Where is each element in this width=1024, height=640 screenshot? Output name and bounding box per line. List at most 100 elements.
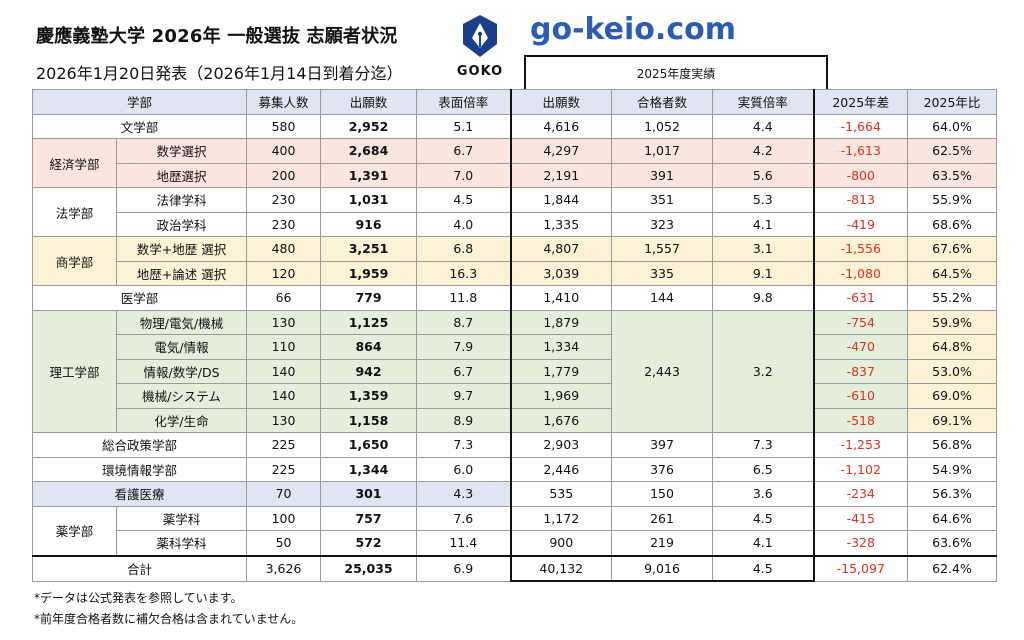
pct-cell: 55.2% xyxy=(907,285,998,311)
department-cell: 薬科学科 xyxy=(115,530,248,556)
prev-passed-cell: 397 xyxy=(611,432,714,458)
table-row: 看護医療 70 301 4.3 535 150 3.6 -234 56.3% xyxy=(31,481,998,507)
col-prev-applicants: 出願数 xyxy=(509,89,613,115)
diff-cell: -1,556 xyxy=(813,236,909,262)
capacity-cell: 50 xyxy=(246,530,322,556)
table-row: 薬科学科 50 572 11.4 900 219 4.1 -328 63.6% xyxy=(33,530,998,556)
prev-applicants-cell: 2,446 xyxy=(509,456,613,482)
prev-passed-cell: 391 xyxy=(611,162,714,188)
diff-cell: -234 xyxy=(813,481,909,507)
table-row: 地歴選択 200 1,391 7.0 2,191 391 5.6 -800 63… xyxy=(33,162,998,188)
prev-ratio-cell: 3.6 xyxy=(712,481,815,507)
faculty-group-cell: 法学部 xyxy=(32,187,117,237)
prev-applicants-cell: 4,297 xyxy=(509,138,613,164)
faculty-cell: 医学部 xyxy=(31,285,248,311)
department-cell: 数学+地歴 選択 xyxy=(115,236,248,262)
logo-text: GOKO xyxy=(456,64,504,79)
prev-ratio-cell: 4.4 xyxy=(712,113,815,139)
applicants-cell: 2,684 xyxy=(320,138,418,164)
capacity-cell: 120 xyxy=(246,260,322,286)
diff-cell: -1,102 xyxy=(813,456,909,482)
prev-ratio-cell: 4.1 xyxy=(712,211,815,237)
ratio-cell: 16.3 xyxy=(416,260,512,286)
applicants-cell: 1,158 xyxy=(320,407,418,433)
ratio-cell: 9.7 xyxy=(416,383,512,409)
ratio-cell: 8.9 xyxy=(416,407,512,433)
prev-ratio-cell: 3.1 xyxy=(712,236,815,262)
capacity-cell: 230 xyxy=(246,187,322,213)
prev-applicants-cell: 535 xyxy=(509,481,613,507)
table-row: 法学部 法律学科 230 1,031 4.5 1,844 351 5.3 -81… xyxy=(32,187,998,237)
pct-cell: 64.5% xyxy=(907,260,998,286)
pct-cell: 62.4% xyxy=(907,554,998,582)
pct-cell: 53.0% xyxy=(907,358,998,384)
ratio-cell: 4.5 xyxy=(416,187,512,213)
prev-applicants-cell: 1,879 xyxy=(509,309,613,335)
faculty-group-cell: 商学部 xyxy=(32,236,117,286)
diff-cell: -610 xyxy=(813,383,909,409)
pct-cell: 64.0% xyxy=(907,113,998,139)
prev-applicants-cell: 1,676 xyxy=(509,407,613,433)
diff-cell: -754 xyxy=(813,309,909,335)
applicants-cell: 864 xyxy=(320,334,418,360)
prev-applicants-cell: 1,969 xyxy=(509,383,613,409)
department-cell: 地歴+論述 選択 xyxy=(115,260,248,286)
diff-cell: -813 xyxy=(813,187,909,213)
announcement-date: 2026年1月20日発表（2026年1月14日到着分迄） xyxy=(36,64,403,83)
prev-year-header: 2025年度実績 xyxy=(524,55,828,89)
prev-passed-cell: 150 xyxy=(611,481,714,507)
department-cell: 数学選択 xyxy=(115,138,248,164)
prev-passed-cell: 2,443 xyxy=(611,309,714,433)
applicants-cell: 916 xyxy=(320,211,418,237)
applicants-cell: 1,391 xyxy=(320,162,418,188)
faculty-cell: 総合政策学部 xyxy=(31,432,248,458)
applicants-cell: 2,952 xyxy=(320,113,418,139)
applicants-cell: 779 xyxy=(320,285,418,311)
prev-applicants-cell: 1,334 xyxy=(509,334,613,360)
col-pct: 2025年比 xyxy=(907,89,998,115)
prev-applicants-cell: 1,335 xyxy=(509,211,613,237)
prev-passed-cell: 335 xyxy=(611,260,714,286)
capacity-cell: 3,626 xyxy=(246,554,322,582)
pct-cell: 63.5% xyxy=(907,162,998,188)
prev-applicants-cell: 2,191 xyxy=(509,162,613,188)
prev-passed-cell: 1,052 xyxy=(611,113,714,139)
table-row: 薬学部 薬学科 100 757 7.6 1,172 261 4.5 -415 6… xyxy=(32,505,998,556)
capacity-cell: 70 xyxy=(246,481,322,507)
prev-passed-cell: 219 xyxy=(611,530,714,556)
table-row: 医学部 66 779 11.8 1,410 144 9.8 -631 55.2% xyxy=(31,285,998,311)
prev-passed-cell: 323 xyxy=(611,211,714,237)
ratio-cell: 6.0 xyxy=(416,456,512,482)
col-applicants: 出願数 xyxy=(320,89,418,115)
pct-cell: 56.3% xyxy=(907,481,998,507)
table-row: 地歴+論述 選択 120 1,959 16.3 3,039 335 9.1 -1… xyxy=(33,260,998,286)
diff-cell: -328 xyxy=(813,530,909,556)
total-label: 合計 xyxy=(31,554,248,582)
site-link[interactable]: go-keio.com xyxy=(530,12,736,47)
prev-passed-cell: 144 xyxy=(611,285,714,311)
page-title: 慶應義塾大学 2026年 一般選抜 志願者状況 xyxy=(36,26,398,47)
footnote: *データは公式発表を参照しています。 xyxy=(34,591,243,605)
faculty-cell: 文学部 xyxy=(31,113,248,139)
table-row: 経済学部 数学選択 400 2,684 6.7 4,297 1,017 4.2 … xyxy=(32,138,998,188)
diff-cell: -470 xyxy=(813,334,909,360)
pct-cell: 55.9% xyxy=(907,187,998,213)
ratio-cell: 6.7 xyxy=(416,358,512,384)
prev-passed-cell: 376 xyxy=(611,456,714,482)
prev-passed-cell: 1,017 xyxy=(611,138,714,164)
capacity-cell: 200 xyxy=(246,162,322,188)
pct-cell: 54.9% xyxy=(907,456,998,482)
department-cell: 法律学科 xyxy=(115,187,248,213)
ratio-cell: 6.7 xyxy=(416,138,512,164)
pct-cell: 69.0% xyxy=(907,383,998,409)
pct-cell: 64.8% xyxy=(907,334,998,360)
diff-cell: -1,253 xyxy=(813,432,909,458)
col-surface-ratio: 表面倍率 xyxy=(416,89,512,115)
prev-ratio-cell: 6.5 xyxy=(712,456,815,482)
department-cell: 情報/数学/DS xyxy=(115,358,248,384)
ratio-cell: 6.8 xyxy=(416,236,512,262)
pct-cell: 64.6% xyxy=(907,505,998,531)
ratio-cell: 8.7 xyxy=(416,309,512,335)
prev-applicants-cell: 1,410 xyxy=(509,285,613,311)
diff-cell: -15,097 xyxy=(813,554,909,582)
